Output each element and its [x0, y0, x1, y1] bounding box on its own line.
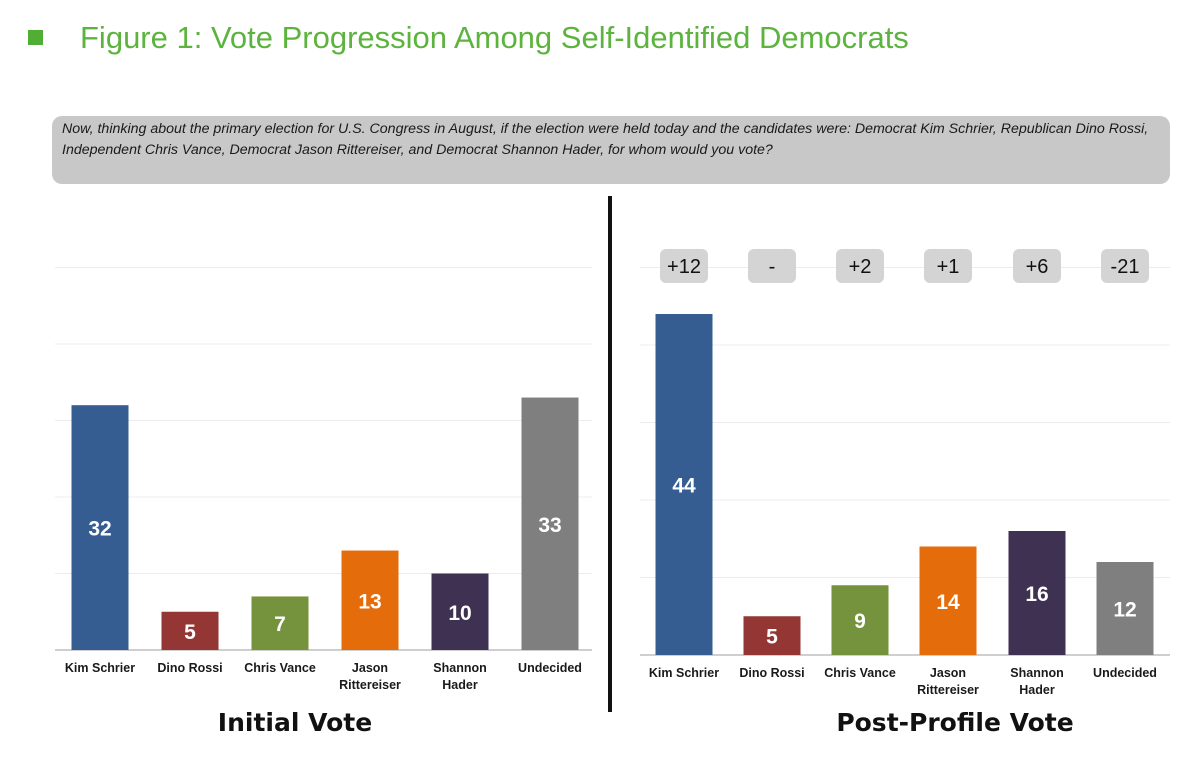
tick-label-chris-vance: Chris Vance	[824, 666, 896, 680]
change-badge-chris-vance	[836, 249, 884, 283]
change-text-dino-rossi: -	[769, 256, 776, 278]
data-label-dino-rossi: 5	[184, 621, 196, 644]
data-label-undecided: 12	[1113, 599, 1136, 622]
change-badge-jason-rittereiser	[924, 249, 972, 283]
bar-kim-schrier	[655, 314, 713, 655]
data-label-shannon-hader: 10	[448, 602, 471, 625]
tick-label-shannon-hader: Shannon Hader	[433, 661, 486, 692]
figure-title: Figure 1: Vote Progression Among Self-Id…	[80, 20, 909, 55]
bar-dino-rossi	[161, 611, 219, 650]
tick-label-dino-rossi: Dino Rossi	[157, 661, 222, 675]
bar-shannon-hader	[1008, 531, 1066, 655]
question-text: Now, thinking about the primary election…	[52, 116, 1170, 184]
bar-undecided	[521, 397, 579, 650]
change-text-kim-schrier: +12	[667, 256, 701, 278]
data-label-jason-rittereiser: 13	[358, 590, 381, 613]
tick-label-kim-schrier: Kim Schrier	[65, 661, 135, 675]
bar-kim-schrier	[71, 405, 129, 650]
change-text-jason-rittereiser: +1	[937, 256, 960, 278]
chart-divider	[608, 196, 612, 712]
tick-label-kim-schrier: Kim Schrier	[649, 666, 719, 680]
initial-vote-chart: 32 Kim Schrier 5 Dino Rossi 7 Chris Vance 13 Ja…	[55, 267, 592, 737]
tick-label-dino-rossi: Dino Rossi	[739, 666, 804, 680]
tick-label-shannon-hader: Shannon Hader	[1010, 666, 1063, 697]
bar-shannon-hader	[431, 573, 489, 650]
chart-title: Initial Vote	[218, 708, 372, 737]
tick-label-undecided: Undecided	[518, 661, 582, 675]
tick-label-chris-vance: Chris Vance	[244, 661, 316, 675]
bar-chris-vance	[251, 596, 309, 650]
tick-label-undecided: Undecided	[1093, 666, 1157, 680]
data-label-kim-schrier: 44	[672, 475, 696, 498]
data-label-undecided: 33	[538, 514, 561, 537]
data-label-chris-vance: 9	[854, 610, 866, 633]
bar-chris-vance	[831, 585, 889, 655]
change-badge-undecided	[1101, 249, 1149, 283]
change-text-chris-vance: +2	[849, 256, 872, 278]
bar-jason-rittereiser	[919, 546, 977, 655]
bar-dino-rossi	[743, 616, 801, 655]
bar-undecided	[1096, 562, 1154, 655]
data-label-kim-schrier: 32	[88, 518, 111, 541]
data-label-dino-rossi: 5	[766, 626, 778, 649]
title-square-icon	[28, 30, 43, 45]
tick-label-jason-rittereiser: Jason Rittereiser	[339, 661, 401, 692]
change-text-shannon-hader: +6	[1026, 256, 1049, 278]
change-badge-dino-rossi	[748, 249, 796, 283]
data-label-jason-rittereiser: 14	[936, 591, 960, 614]
data-label-chris-vance: 7	[274, 613, 286, 636]
data-label-shannon-hader: 16	[1025, 583, 1048, 606]
chart-title: Post-Profile Vote	[836, 708, 1073, 737]
bar-jason-rittereiser	[341, 550, 399, 650]
change-badge-kim-schrier	[660, 249, 708, 283]
change-text-undecided: -21	[1111, 256, 1140, 278]
tick-label-jason-rittereiser: Jason Rittereiser	[917, 666, 979, 697]
change-badge-shannon-hader	[1013, 249, 1061, 283]
